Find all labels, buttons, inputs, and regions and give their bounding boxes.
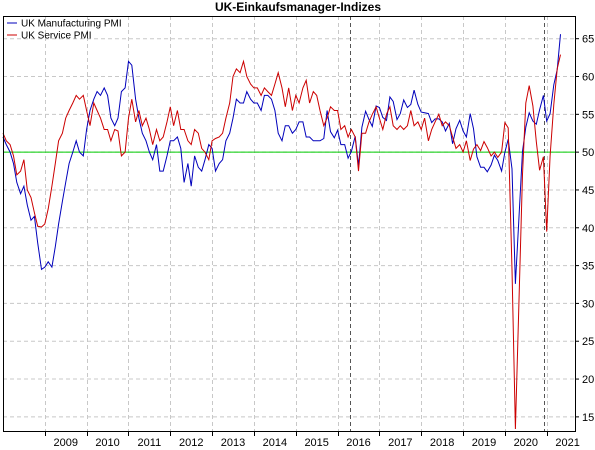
- y-tick-label: 25: [582, 336, 594, 348]
- series-line-0: [2, 34, 561, 284]
- plot-border: [3, 16, 576, 432]
- y-tick-label: 15: [582, 412, 594, 424]
- x-tick-label: 2018: [430, 437, 454, 449]
- legend-label-0: UK Manufacturing PMI: [21, 19, 122, 30]
- x-tick-label: 2011: [138, 437, 162, 449]
- x-tick-label: 2009: [53, 437, 77, 449]
- vertical-markers: [350, 16, 545, 432]
- x-tick-label: 2013: [221, 437, 245, 449]
- legend-label-1: UK Service PMI: [21, 31, 92, 42]
- y-tick-label: 50: [582, 147, 594, 159]
- x-tick-label: 2015: [304, 437, 328, 449]
- x-tick-label: 2016: [346, 437, 370, 449]
- y-tick-label: 40: [582, 223, 594, 235]
- series-lines: [2, 34, 561, 430]
- x-tick-label: 2019: [472, 437, 496, 449]
- x-tick-label: 2020: [514, 437, 538, 449]
- y-tick-label: 30: [582, 298, 594, 310]
- y-tick-label: 65: [582, 34, 594, 46]
- plot-frame: [3, 16, 576, 432]
- y-tick-label: 55: [582, 109, 594, 121]
- series-line-1: [2, 54, 561, 430]
- grid-lines: [3, 16, 576, 432]
- x-tick-label: 2010: [95, 437, 119, 449]
- y-tick-label: 60: [582, 72, 594, 84]
- x-tick-label: 2012: [179, 437, 203, 449]
- chart-title: UK-Einkaufsmanager-Indizes: [215, 0, 381, 14]
- y-axis: 15 20 25 30 35 40 45 50 55 60 65: [576, 34, 594, 424]
- x-tick-label: 2017: [388, 437, 412, 449]
- x-axis: 2009 2010 2011 2012 2013 2014 2015 2016 2017 2018…: [45, 432, 580, 449]
- x-tick-label: 2014: [263, 437, 287, 449]
- y-tick-label: 35: [582, 261, 594, 273]
- x-tick-label: 2021: [555, 437, 579, 449]
- y-tick-label: 45: [582, 185, 594, 197]
- y-tick-label: 20: [582, 374, 594, 386]
